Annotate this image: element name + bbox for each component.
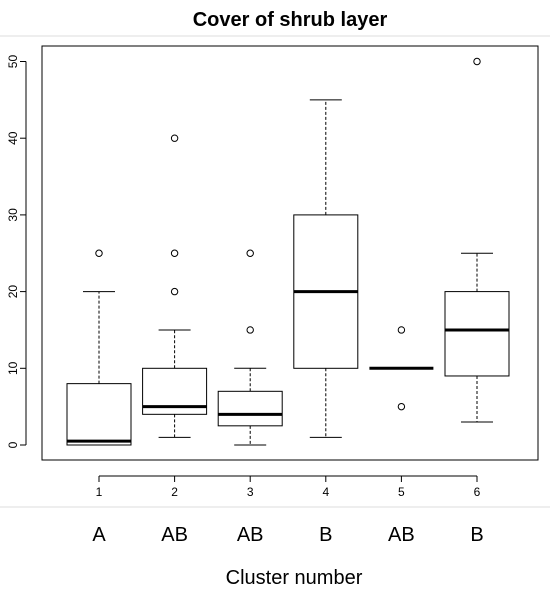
box-4 bbox=[293, 99, 359, 438]
x-tick-label: 5 bbox=[398, 485, 405, 499]
outlier-point bbox=[246, 326, 254, 334]
outlier-point bbox=[397, 326, 406, 334]
box-1 bbox=[66, 249, 132, 446]
x-tick-label: 2 bbox=[171, 485, 178, 499]
y-tick-label: 20 bbox=[6, 285, 20, 299]
y-tick-label: 40 bbox=[6, 131, 20, 145]
outlier-point bbox=[246, 249, 254, 257]
outlier-point bbox=[170, 134, 179, 142]
y-tick-label: 50 bbox=[6, 55, 20, 69]
group-letters: A AB AB B AB B bbox=[92, 524, 483, 546]
group-letter: AB bbox=[388, 524, 415, 546]
box-iqr bbox=[217, 390, 283, 427]
x-tick-label: 6 bbox=[474, 485, 481, 499]
x-axis-label: Cluster number bbox=[226, 567, 363, 589]
y-tick-label: 30 bbox=[6, 208, 20, 222]
x-axis: 1 2 3 4 5 6 bbox=[96, 475, 481, 499]
outlier-point bbox=[170, 287, 179, 296]
box-2 bbox=[142, 134, 208, 438]
y-tick-label: 10 bbox=[6, 361, 20, 375]
x-tick-label: 4 bbox=[322, 485, 329, 499]
group-letter: B bbox=[319, 524, 332, 546]
group-letter: A bbox=[92, 524, 106, 546]
y-tick-label: 0 bbox=[6, 441, 20, 448]
boxes bbox=[66, 57, 510, 446]
chart-title: Cover of shrub layer bbox=[193, 9, 388, 31]
outlier-point bbox=[473, 57, 481, 66]
y-axis: 0 10 20 30 40 50 bbox=[6, 55, 27, 448]
x-tick-label: 3 bbox=[247, 485, 254, 499]
box-5 bbox=[369, 326, 434, 411]
outlier-point bbox=[397, 402, 406, 411]
plot-frame bbox=[41, 45, 539, 461]
group-letter: AB bbox=[161, 524, 188, 546]
box-iqr bbox=[444, 291, 510, 377]
outlier-point bbox=[170, 249, 179, 257]
box-6 bbox=[444, 57, 510, 423]
outlier-point bbox=[95, 249, 103, 257]
box-iqr bbox=[66, 383, 132, 446]
group-letter: AB bbox=[237, 524, 264, 546]
box-3 bbox=[217, 249, 283, 446]
x-tick-label: 1 bbox=[96, 485, 103, 499]
group-letter: B bbox=[470, 524, 483, 546]
